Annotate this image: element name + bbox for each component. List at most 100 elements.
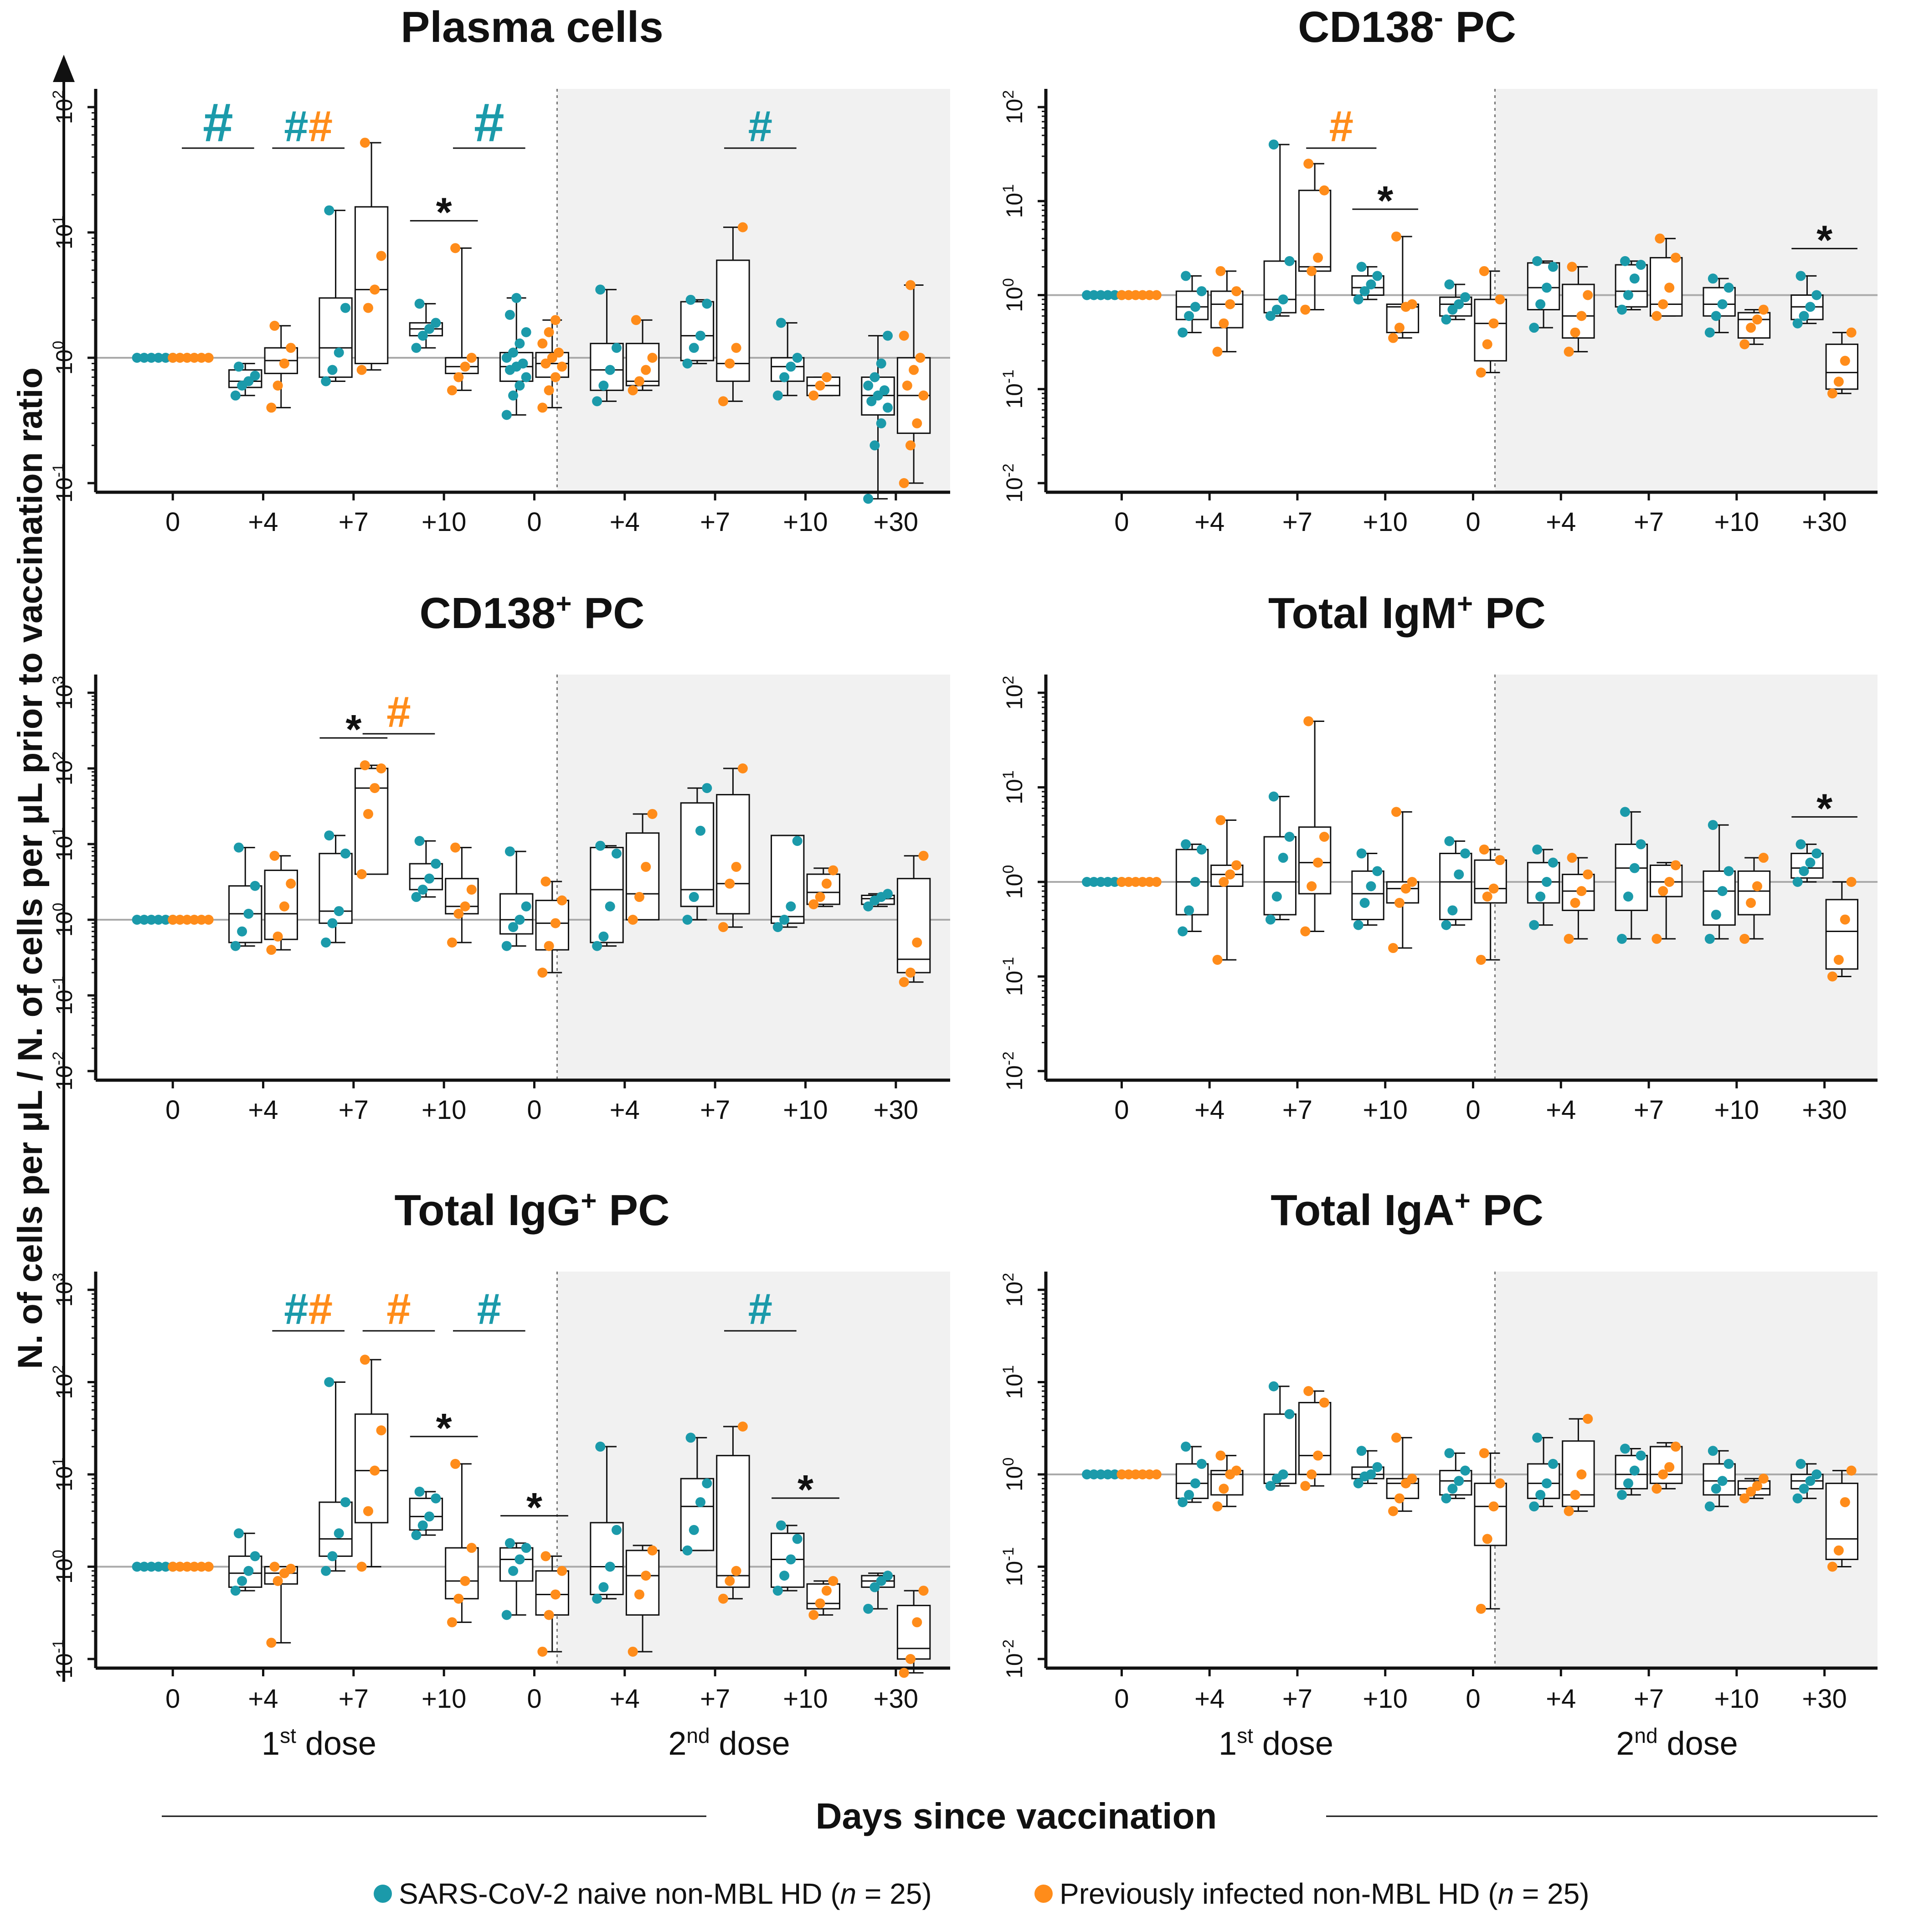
data-point bbox=[1151, 290, 1162, 300]
data-point bbox=[1535, 1489, 1546, 1500]
data-point bbox=[1372, 1462, 1383, 1472]
y-tick-label: 10-2 bbox=[1000, 464, 1027, 503]
x-tick-label: +10 bbox=[422, 1095, 466, 1125]
x-tick-label: +7 bbox=[339, 1095, 369, 1125]
data-point bbox=[139, 353, 149, 363]
y-tick-label: 101 bbox=[50, 216, 77, 250]
data-point bbox=[1151, 1469, 1162, 1479]
box-infected-8 bbox=[1825, 877, 1858, 982]
data-point bbox=[139, 1561, 149, 1572]
box-infected-7 bbox=[1737, 304, 1771, 350]
data-point bbox=[1617, 304, 1627, 315]
data-point bbox=[1535, 891, 1546, 902]
box-infected-6 bbox=[1650, 233, 1683, 321]
data-point bbox=[899, 330, 909, 341]
data-point bbox=[1130, 290, 1141, 300]
data-point bbox=[1181, 1442, 1191, 1452]
data-point bbox=[508, 347, 519, 358]
x-tick-label: 0 bbox=[165, 1684, 180, 1714]
data-point bbox=[1303, 716, 1314, 726]
data-point bbox=[1840, 355, 1850, 366]
data-point bbox=[1542, 283, 1552, 293]
x-tick-label: +7 bbox=[1634, 1095, 1664, 1125]
data-point bbox=[1629, 1465, 1640, 1476]
data-point bbox=[269, 1561, 280, 1572]
data-point bbox=[1636, 839, 1646, 850]
data-point bbox=[1144, 877, 1155, 887]
data-point bbox=[501, 941, 512, 951]
data-point bbox=[1300, 304, 1311, 315]
data-point bbox=[557, 895, 567, 906]
data-point bbox=[1110, 290, 1120, 300]
data-point bbox=[1407, 1473, 1417, 1484]
data-point bbox=[1495, 1478, 1505, 1489]
data-point bbox=[1307, 881, 1317, 891]
data-point bbox=[1454, 869, 1464, 880]
data-point bbox=[1215, 266, 1226, 276]
significance-star: * bbox=[1816, 217, 1832, 263]
data-point bbox=[160, 915, 171, 925]
data-point bbox=[1704, 327, 1715, 338]
data-point bbox=[356, 1561, 367, 1572]
data-point bbox=[737, 222, 748, 232]
data-point bbox=[1391, 807, 1402, 817]
data-point bbox=[168, 915, 178, 925]
data-point bbox=[340, 303, 350, 313]
data-point bbox=[592, 1593, 602, 1604]
box-naive-7 bbox=[1703, 820, 1736, 944]
box-infected-8 bbox=[1825, 327, 1858, 399]
data-point bbox=[1811, 290, 1822, 300]
box-naive-1 bbox=[1175, 1442, 1209, 1507]
data-point bbox=[731, 343, 741, 353]
data-point bbox=[266, 945, 277, 955]
data-point bbox=[1576, 886, 1587, 896]
box-naive-8 bbox=[861, 889, 895, 912]
data-point bbox=[882, 330, 893, 341]
data-point bbox=[550, 315, 561, 325]
data-point bbox=[1704, 933, 1715, 944]
data-point bbox=[1482, 339, 1492, 350]
y-tick-label: 103 bbox=[50, 1273, 77, 1307]
data-point bbox=[611, 343, 622, 353]
data-point bbox=[431, 859, 441, 869]
data-point bbox=[1212, 954, 1223, 965]
box-iqr bbox=[625, 1550, 660, 1616]
data-point bbox=[424, 1511, 435, 1522]
data-point bbox=[1372, 271, 1383, 281]
x-tick-label: +4 bbox=[1194, 1684, 1224, 1714]
box-infected-7 bbox=[806, 865, 840, 910]
data-point bbox=[360, 760, 370, 771]
y-tick-label: 101 bbox=[50, 827, 77, 861]
data-point bbox=[1394, 1493, 1405, 1504]
box-infected-2 bbox=[1298, 159, 1332, 315]
data-point bbox=[1529, 323, 1539, 333]
data-point bbox=[182, 353, 192, 363]
box-iqr bbox=[1474, 1483, 1507, 1546]
data-point bbox=[1482, 891, 1492, 902]
data-point bbox=[1827, 971, 1837, 982]
y-tick-label: 100 bbox=[50, 903, 77, 937]
data-point bbox=[1636, 260, 1646, 270]
data-point bbox=[779, 1571, 790, 1581]
data-point bbox=[876, 358, 886, 369]
data-point bbox=[918, 1586, 929, 1596]
box-infected-5 bbox=[625, 809, 660, 925]
box-iqr bbox=[896, 878, 931, 974]
y-tick-label: 10-2 bbox=[1000, 1639, 1027, 1679]
y-tick-label: 10-1 bbox=[50, 1639, 77, 1679]
panel-title: Total IgM+ PC bbox=[1268, 588, 1546, 638]
data-point bbox=[1752, 881, 1762, 891]
data-point bbox=[776, 318, 786, 328]
box-naive-6 bbox=[680, 1432, 715, 1556]
data-point bbox=[1271, 891, 1282, 902]
legend-naive-label: SARS-CoV-2 naive non-MBL HD (n = 25) bbox=[399, 1877, 932, 1910]
data-point bbox=[450, 1458, 461, 1469]
data-point bbox=[1313, 252, 1323, 263]
panel-title: Total IgA+ PC bbox=[1271, 1185, 1543, 1235]
data-point bbox=[250, 881, 260, 891]
data-point bbox=[447, 937, 458, 948]
panel-title: CD138- PC bbox=[1298, 2, 1516, 52]
data-point bbox=[1181, 839, 1191, 850]
data-point bbox=[1096, 290, 1106, 300]
data-point bbox=[360, 138, 370, 148]
